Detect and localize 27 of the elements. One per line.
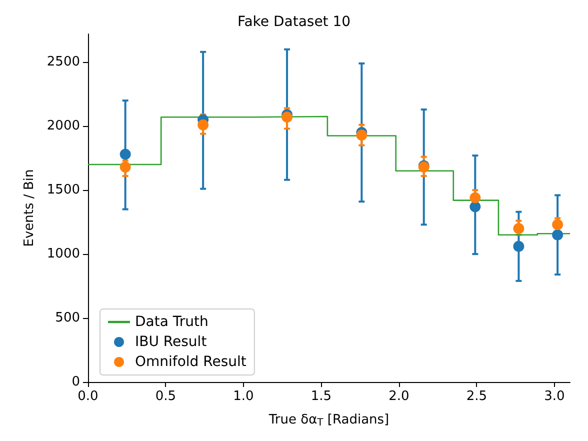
x-tick-label: 0.0 <box>78 389 98 404</box>
y-tick-label: 500 <box>55 310 80 326</box>
point <box>513 222 524 234</box>
x-tick-label: 3.0 <box>544 389 565 404</box>
y-tick-label: 2500 <box>46 54 80 70</box>
x-tick-label: 1.0 <box>233 389 254 404</box>
point <box>513 240 524 252</box>
y-axis-title: Events / Bin <box>22 169 38 247</box>
x-tick-label: 0.5 <box>155 389 176 404</box>
point <box>470 192 481 204</box>
legend-label: Omnifold Result <box>135 354 247 370</box>
y-tick-label: 2000 <box>46 118 80 134</box>
point <box>552 219 564 230</box>
point <box>120 162 131 173</box>
x-tick-label: 1.5 <box>310 389 332 404</box>
point <box>198 119 209 130</box>
point <box>552 229 564 240</box>
legend-label: Data Truth <box>135 314 208 330</box>
y-tick-label: 1000 <box>46 246 80 262</box>
legend-label: IBU Result <box>135 334 208 350</box>
point <box>282 112 293 123</box>
y-tick-label: 0 <box>72 374 80 390</box>
x-tick-label: 2.0 <box>388 389 410 404</box>
chart-title: Fake Dataset 10 <box>237 14 351 30</box>
point <box>356 130 368 141</box>
x-tick-label: 2.5 <box>466 389 488 404</box>
y-tick-label: 1500 <box>46 182 80 198</box>
